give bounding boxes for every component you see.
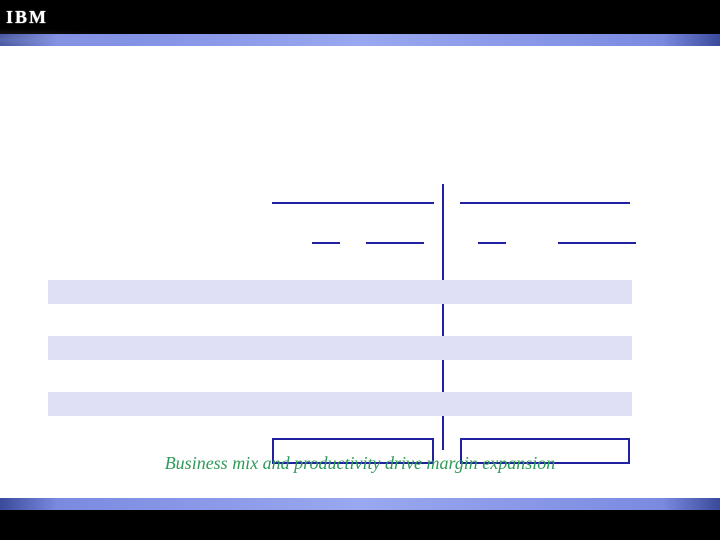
table-row-band-3 [48, 392, 632, 416]
slide-content [0, 46, 720, 482]
subheader-underline-2 [366, 242, 424, 244]
footer-caption: Business mix and productivity drive marg… [0, 453, 720, 474]
bottom-black-bar [0, 510, 720, 540]
table-row-band-1 [48, 280, 632, 304]
bottom-gradient-stripe [0, 498, 720, 510]
top-gradient-stripe [0, 34, 720, 46]
subheader-underline-1 [312, 242, 340, 244]
bottom-area [0, 498, 720, 540]
ibm-logo: IBM [6, 7, 48, 28]
table-row-band-2 [48, 336, 632, 360]
header-underline-left [272, 202, 434, 204]
subheader-underline-4 [558, 242, 636, 244]
header-underline-right [460, 202, 630, 204]
subheader-underline-3 [478, 242, 506, 244]
